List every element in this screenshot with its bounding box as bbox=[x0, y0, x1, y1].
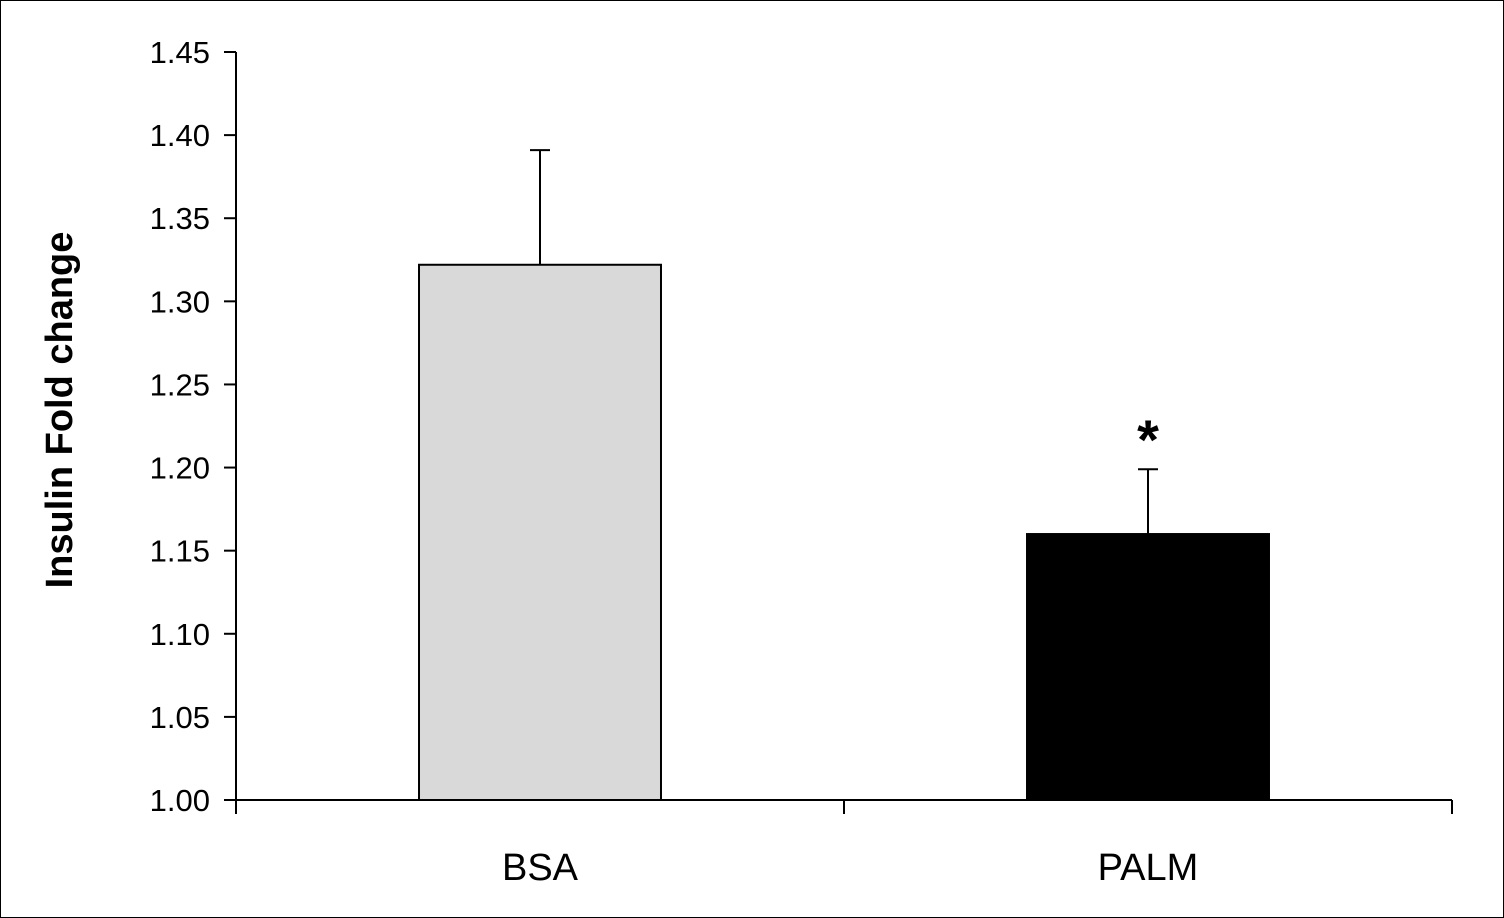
y-tick-label: 1.00 bbox=[150, 783, 210, 818]
y-tick-label: 1.45 bbox=[150, 35, 210, 70]
significance-marker: * bbox=[1137, 408, 1159, 471]
y-tick-label: 1.15 bbox=[150, 534, 210, 569]
bar-palm bbox=[1026, 533, 1270, 801]
bar-bsa bbox=[418, 263, 662, 801]
x-tick-label-palm: PALM bbox=[1098, 847, 1199, 889]
y-tick-label: 1.20 bbox=[150, 451, 210, 486]
y-tick-label: 1.30 bbox=[150, 284, 210, 319]
y-tick-label: 1.05 bbox=[150, 700, 210, 735]
labels: BSA PALM * bbox=[502, 408, 1198, 889]
y-axis-title: Insulin Fold change bbox=[39, 232, 81, 589]
y-axis: 1.00 1.05 1.10 1.15 1.20 1.25 1.30 1.35 1.40 1.45 bbox=[150, 35, 237, 818]
y-tick-label: 1.10 bbox=[150, 617, 210, 652]
x-tick-label-bsa: BSA bbox=[502, 847, 579, 889]
x-axis bbox=[235, 799, 1453, 814]
bars bbox=[418, 149, 1270, 801]
y-tick-label: 1.40 bbox=[150, 118, 210, 153]
y-tick-label: 1.25 bbox=[150, 367, 210, 402]
y-tick-label: 1.35 bbox=[150, 201, 210, 236]
